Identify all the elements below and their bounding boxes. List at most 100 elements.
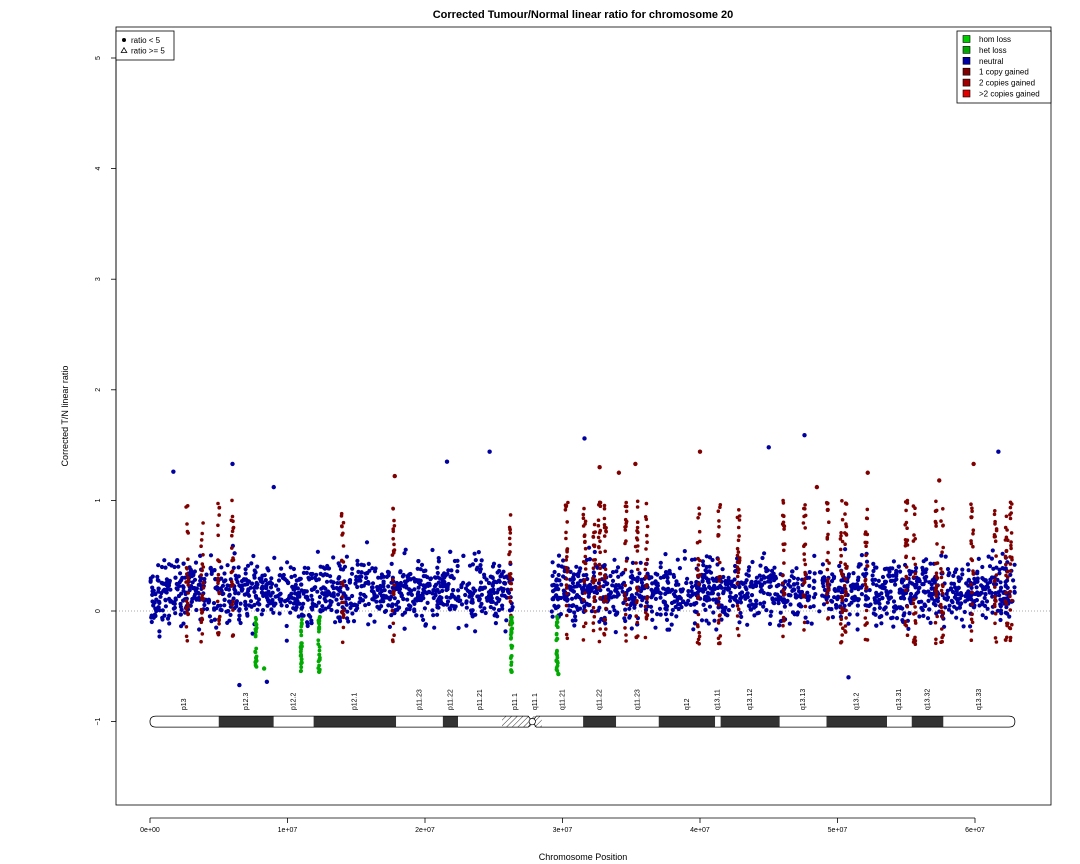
gain-point (186, 591, 190, 595)
gain-point (912, 512, 917, 516)
neutral-point (616, 574, 621, 579)
gain-point (696, 568, 700, 572)
gain-point (231, 526, 235, 530)
neutral-point (304, 570, 309, 576)
gain-point (604, 526, 608, 530)
gain-point (780, 513, 785, 518)
gain-point (903, 622, 907, 627)
legend-label: 1 copy gained (979, 68, 1029, 77)
neutral-point (898, 595, 904, 601)
neutral-point (623, 607, 628, 612)
neutral-point (425, 600, 430, 606)
band-label: p11.22 (447, 689, 454, 710)
neutral-point (243, 571, 248, 576)
gain-point (582, 624, 586, 629)
neutral-point (954, 567, 959, 572)
gain-point (565, 555, 569, 559)
neutral-point (927, 580, 932, 585)
neutral-point (762, 600, 767, 605)
neutral-point (908, 572, 913, 577)
gain-point (825, 567, 830, 572)
band-label: p13 (181, 698, 188, 710)
gain-point (864, 553, 868, 558)
gain-point (735, 626, 740, 631)
gain-point (216, 523, 220, 528)
neutral-point (954, 588, 959, 594)
neutral-point (939, 553, 944, 558)
neutral-point (284, 623, 289, 629)
het-loss-point (254, 655, 258, 660)
neutral-point (990, 610, 995, 615)
neutral-point (323, 572, 328, 577)
gain-point (184, 580, 188, 584)
neutral-point (334, 585, 339, 591)
neutral-point (737, 620, 742, 625)
gain-point (863, 616, 868, 620)
neutral-point (151, 603, 156, 608)
neutral-point (444, 595, 449, 600)
gain-point (507, 595, 512, 600)
gain-point (971, 571, 976, 575)
neutral-point (877, 597, 882, 603)
neutral-point (224, 586, 229, 592)
neutral-point (179, 607, 184, 613)
neutral-point (312, 575, 317, 581)
neutral-point (372, 591, 377, 597)
band-label: q11.1 (532, 693, 539, 710)
neutral-point (798, 604, 803, 609)
neutral-point (610, 583, 615, 588)
neutral-point (947, 571, 952, 576)
neutral-point (470, 599, 475, 604)
gain-point (509, 587, 513, 592)
neutral-point (294, 578, 299, 583)
gain-point (993, 509, 997, 513)
gain-point (993, 578, 997, 582)
band-label: p11.21 (477, 689, 484, 710)
neutral-point (914, 565, 919, 571)
neutral-point (202, 602, 207, 608)
neutral-point (672, 599, 677, 604)
gain-point (633, 461, 638, 467)
neutral-point (673, 594, 678, 599)
neutral-point (627, 606, 632, 611)
neutral-point (983, 592, 988, 597)
gain-point (583, 591, 587, 595)
gain-point (635, 586, 639, 590)
neutral-point (173, 575, 178, 580)
gain-point (598, 584, 602, 589)
gain-point (624, 559, 629, 563)
gain-point (825, 600, 829, 605)
neutral-point (1002, 566, 1007, 571)
gain-point (592, 614, 597, 619)
neutral-outlier-point (766, 445, 771, 450)
het-loss-point (508, 615, 513, 620)
neutral-point (243, 599, 248, 605)
gain-point (508, 531, 513, 535)
neutral-point (248, 599, 254, 604)
neutral-point (896, 564, 901, 569)
neutral-point (496, 608, 502, 613)
neutral-point (372, 569, 378, 574)
neutral-point (556, 587, 561, 592)
neutral-point (966, 578, 971, 583)
gain-point (844, 532, 848, 536)
neutral-point (379, 575, 384, 580)
neutral-point (153, 592, 158, 597)
gain-point (216, 576, 220, 581)
neutral-point (778, 610, 783, 615)
neutral-point (639, 580, 645, 585)
het-loss-point (509, 660, 514, 665)
neutral-point (812, 579, 817, 584)
neutral-point (331, 591, 336, 596)
neutral-point (686, 598, 691, 603)
neutral-point (482, 575, 487, 580)
neutral-outlier-point (271, 484, 276, 490)
neutral-point (218, 603, 223, 608)
neutral-point (196, 595, 202, 601)
legend-label: 2 copies gained (979, 79, 1035, 88)
y-tick-label: 5 (95, 56, 102, 60)
neutral-point (174, 559, 179, 564)
gain-point (839, 553, 843, 558)
gain-point (591, 566, 596, 570)
neutral-point (366, 622, 371, 627)
